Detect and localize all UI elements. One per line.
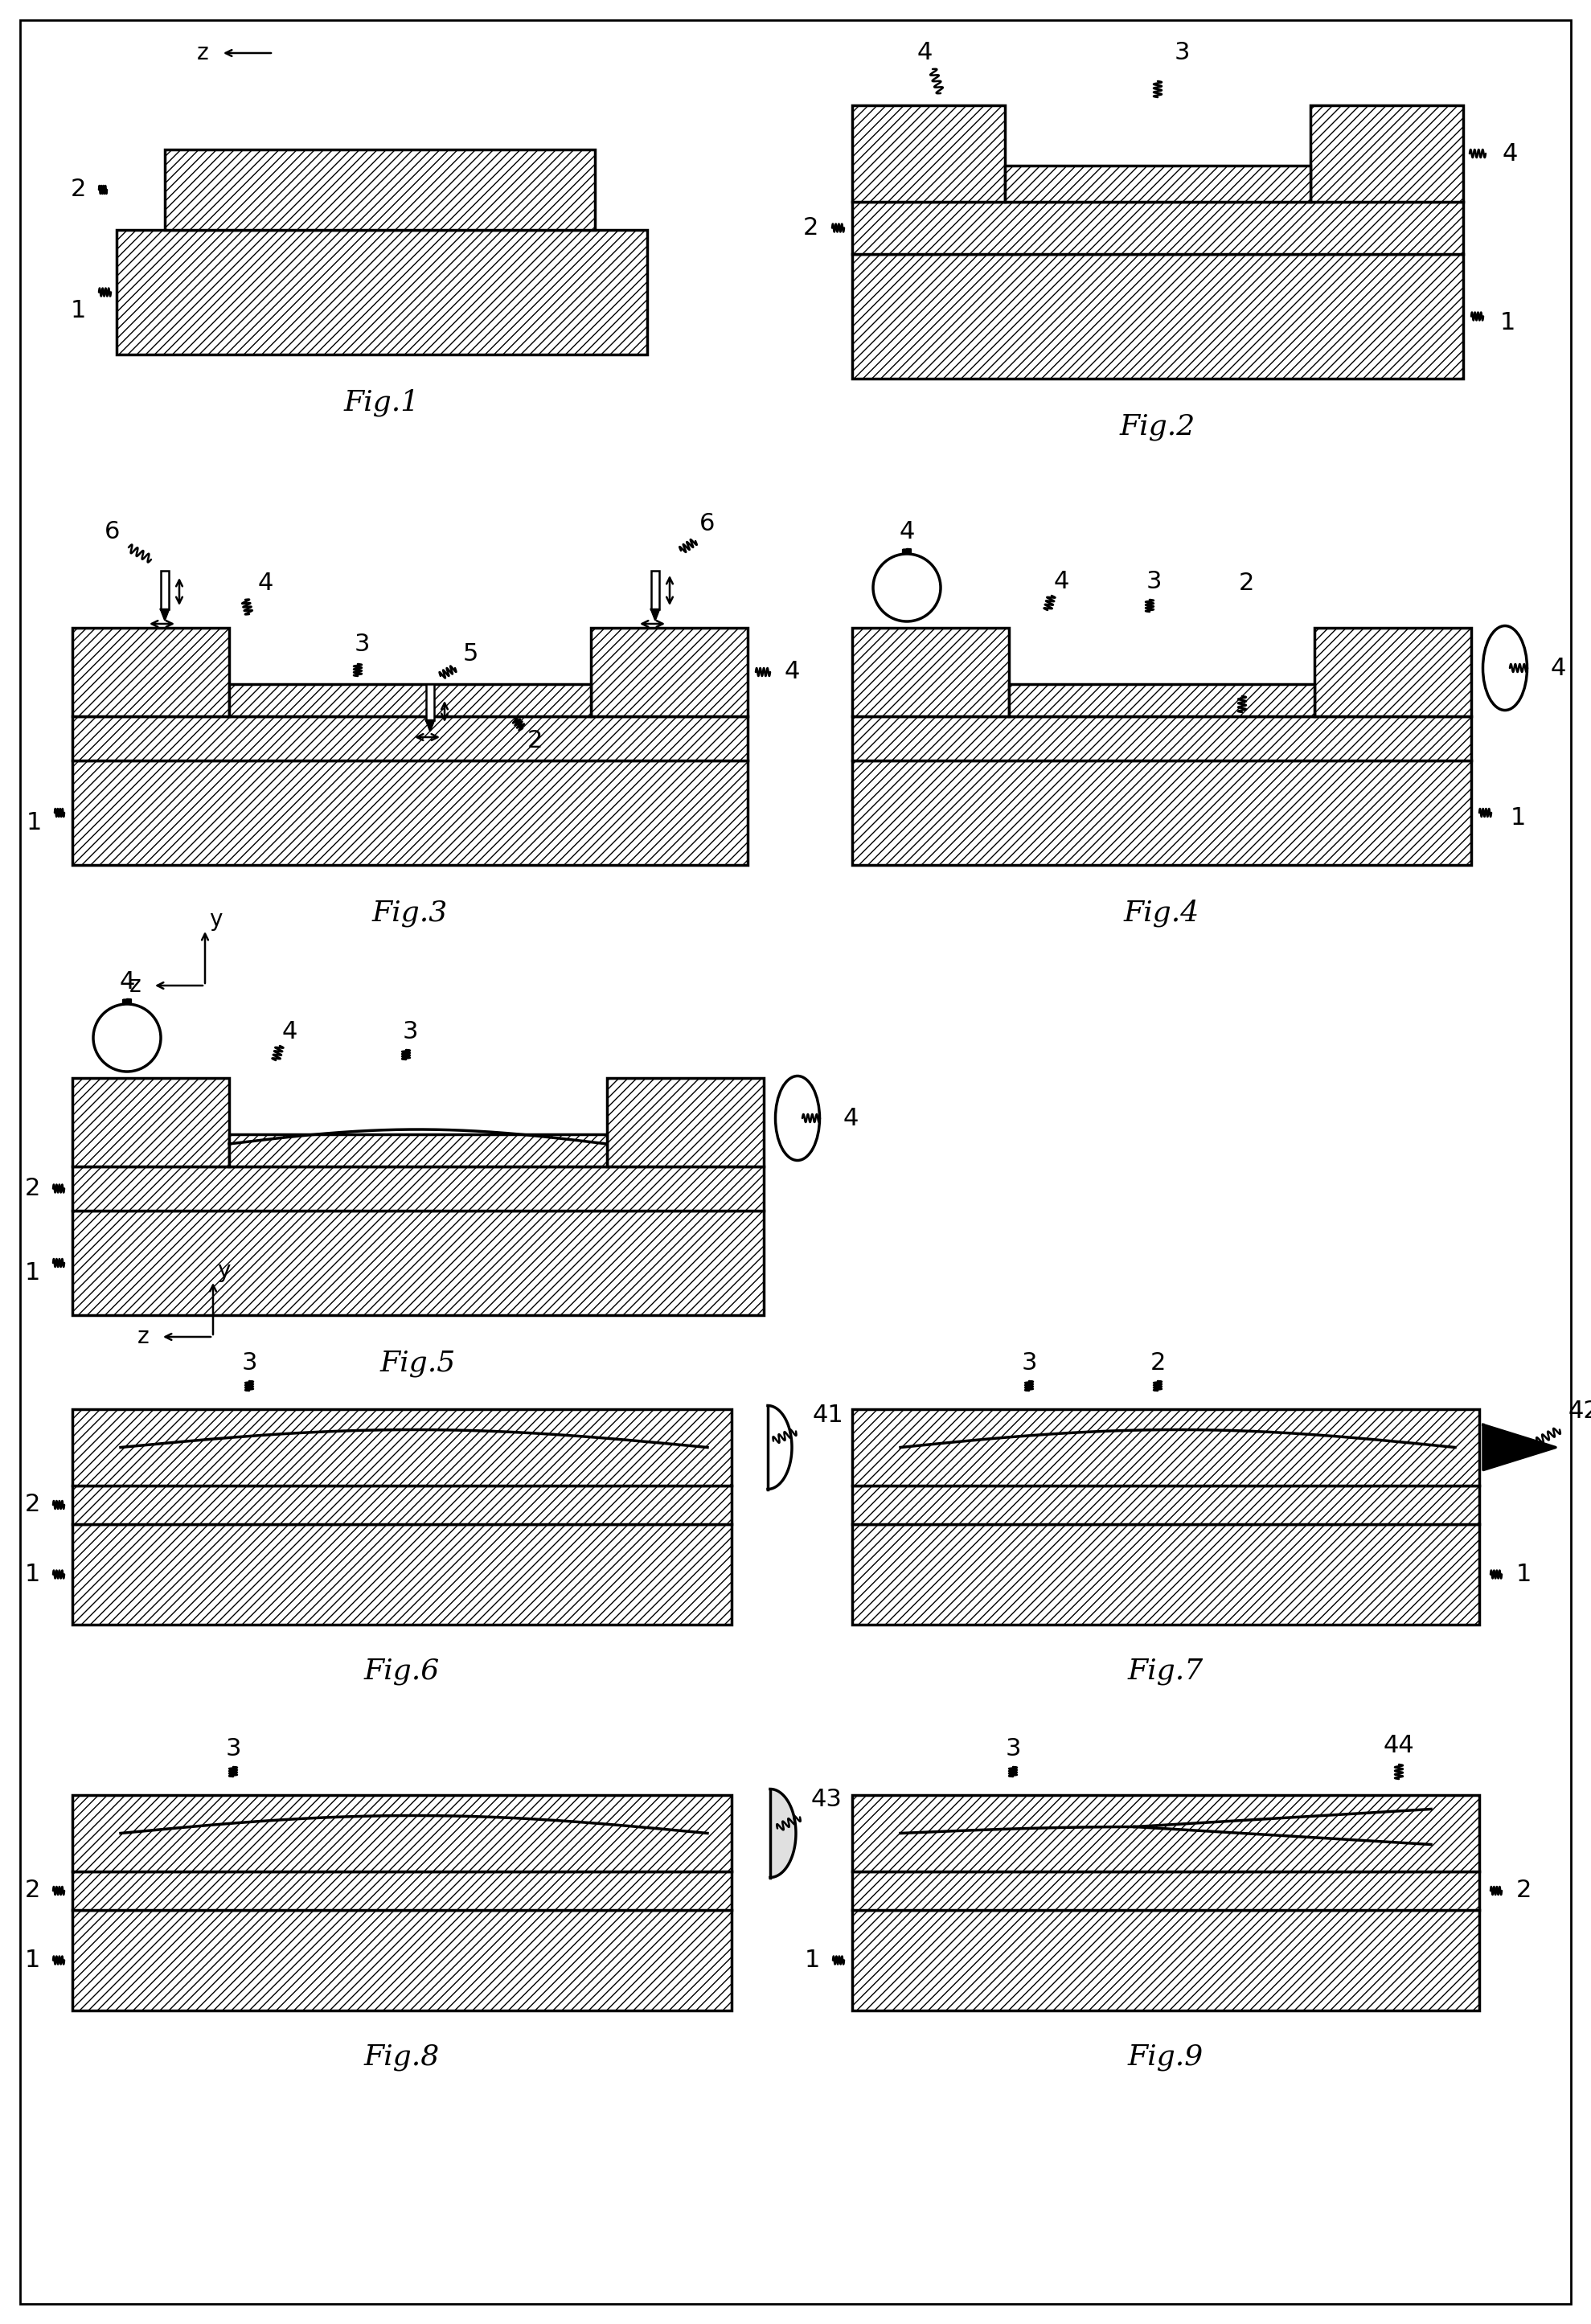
Text: 4: 4 (258, 572, 274, 595)
Bar (229, 683, 590, 716)
Bar (72, 1211, 764, 1315)
Polygon shape (770, 1789, 796, 1878)
Polygon shape (651, 609, 659, 621)
Text: Fig.2: Fig.2 (1120, 414, 1195, 442)
Text: Fig.7: Fig.7 (1128, 1657, 1204, 1685)
Bar (1006, 165, 1311, 202)
Text: 2: 2 (1150, 1350, 1166, 1373)
Bar (853, 760, 1472, 865)
Bar (116, 230, 648, 356)
Text: 2: 2 (24, 1494, 40, 1518)
Text: 1: 1 (803, 1948, 819, 1971)
Bar (853, 627, 1009, 716)
Text: Fig.9: Fig.9 (1128, 2043, 1204, 2071)
Text: Fig.8: Fig.8 (364, 2043, 439, 2071)
Bar (72, 1871, 732, 1910)
Text: 1: 1 (1500, 311, 1515, 335)
Bar (853, 1485, 1480, 1525)
Bar (853, 716, 1472, 760)
Bar (853, 105, 1006, 202)
Text: 3: 3 (353, 632, 369, 655)
Bar (72, 1794, 732, 1871)
Text: y: y (208, 909, 223, 932)
Text: 1: 1 (70, 300, 86, 323)
Text: 4: 4 (1053, 569, 1069, 593)
Text: Fig.6: Fig.6 (364, 1657, 439, 1685)
Bar (853, 1871, 1480, 1910)
Text: 2: 2 (24, 1880, 40, 1903)
Text: 3: 3 (403, 1020, 418, 1043)
Text: 3: 3 (1021, 1350, 1037, 1373)
Text: 4: 4 (1502, 142, 1518, 165)
Text: 3: 3 (1146, 569, 1161, 593)
Text: z: z (197, 42, 208, 65)
Bar (853, 1525, 1480, 1624)
Bar (651, 572, 659, 609)
Text: 4: 4 (282, 1020, 298, 1043)
Bar (853, 202, 1464, 253)
Text: 44: 44 (1383, 1734, 1414, 1757)
Text: 1: 1 (1516, 1562, 1531, 1585)
Bar (853, 253, 1464, 379)
Bar (72, 716, 748, 760)
Bar (590, 627, 748, 716)
Text: y: y (216, 1260, 231, 1283)
Text: 2: 2 (527, 730, 543, 753)
Bar (72, 1078, 229, 1167)
Bar (161, 572, 169, 609)
Text: 4: 4 (1550, 655, 1566, 679)
Bar (72, 1910, 732, 2010)
Bar (72, 760, 748, 865)
Text: 1: 1 (24, 1262, 40, 1285)
Text: 2: 2 (802, 216, 818, 239)
Text: z: z (137, 1325, 148, 1348)
Text: 3: 3 (1174, 42, 1190, 65)
Text: 3: 3 (1006, 1736, 1021, 1759)
Bar (1009, 683, 1314, 716)
Bar (165, 149, 595, 230)
Bar (1311, 105, 1464, 202)
Bar (72, 1525, 732, 1624)
Polygon shape (426, 720, 434, 730)
Text: 3: 3 (242, 1350, 258, 1373)
Text: 2: 2 (1516, 1880, 1531, 1903)
Text: 41: 41 (813, 1404, 843, 1427)
Bar (608, 1078, 764, 1167)
Text: 4: 4 (843, 1106, 859, 1129)
Text: 6: 6 (700, 511, 716, 535)
Bar (72, 1408, 732, 1485)
Bar (229, 1134, 608, 1167)
Text: 1: 1 (24, 1562, 40, 1585)
Text: 4: 4 (899, 521, 915, 544)
Text: 2: 2 (70, 179, 86, 202)
Bar (853, 1794, 1480, 1871)
Text: Fig.1: Fig.1 (344, 388, 420, 416)
Text: Fig.3: Fig.3 (372, 899, 449, 927)
Bar (1314, 627, 1472, 716)
Text: 4: 4 (119, 969, 135, 992)
Text: 4: 4 (784, 660, 800, 683)
Text: Fig.5: Fig.5 (380, 1350, 457, 1378)
Polygon shape (1483, 1425, 1556, 1469)
Text: 3: 3 (226, 1736, 240, 1759)
Bar (853, 1910, 1480, 2010)
Text: 1: 1 (1510, 806, 1526, 830)
Text: 1: 1 (24, 1948, 40, 1971)
Text: 6: 6 (105, 521, 121, 544)
Bar (72, 1485, 732, 1525)
Text: Fig.4: Fig.4 (1123, 899, 1200, 927)
Bar (72, 1167, 764, 1211)
Text: 1: 1 (25, 811, 41, 834)
Text: 2: 2 (24, 1176, 40, 1199)
Text: 42: 42 (1569, 1399, 1591, 1422)
Text: 5: 5 (463, 641, 477, 665)
Text: 2: 2 (1238, 572, 1254, 595)
Bar (72, 627, 229, 716)
Bar (426, 683, 434, 720)
Polygon shape (161, 609, 169, 621)
Bar (853, 1408, 1480, 1485)
Text: 4: 4 (916, 42, 932, 65)
Text: z: z (129, 974, 140, 997)
Text: 43: 43 (811, 1787, 842, 1810)
